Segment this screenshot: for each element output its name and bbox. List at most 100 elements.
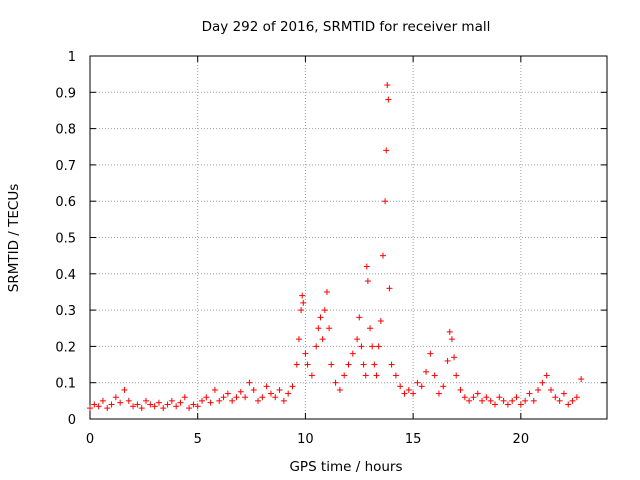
y-tick-label: 0.4 [55,268,76,283]
data-point [289,383,296,390]
data-point [379,252,386,259]
data-point [377,317,384,324]
data-point [308,372,315,379]
data-point [448,336,455,343]
data-point [354,336,361,343]
data-point [143,397,150,404]
data-point [371,361,378,368]
data-point [304,361,311,368]
data-point [186,405,193,412]
data-point [552,394,559,401]
data-point [125,397,132,404]
data-point [336,386,343,393]
data-point [298,307,305,314]
data-points [87,82,585,412]
data-point [199,397,206,404]
data-point [509,397,516,404]
data-point [332,379,339,386]
x-tick-label: 20 [513,432,530,447]
data-point [95,403,102,410]
data-point [385,96,392,103]
data-point [535,386,542,393]
y-tick-label: 0 [68,413,76,428]
data-point [466,397,473,404]
data-point [487,397,494,404]
data-point [440,383,447,390]
data-point [272,394,279,401]
data-point [382,198,389,205]
data-point [259,394,266,401]
data-point [383,147,390,154]
data-point [164,401,171,408]
data-point [263,383,270,390]
y-tick-label: 0.1 [55,377,76,392]
data-point [388,361,395,368]
data-point [224,390,231,397]
data-point [483,394,490,401]
data-point [229,397,236,404]
data-point [203,394,210,401]
data-point [362,372,369,379]
data-point [194,403,201,410]
data-point [295,336,302,343]
data-point [530,397,537,404]
data-point [216,397,223,404]
data-point [313,343,320,350]
data-point [461,394,468,401]
data-point [138,405,145,412]
data-point [237,388,244,395]
data-point [326,325,333,332]
data-point [360,361,367,368]
data-point [444,357,451,364]
data-point [569,397,576,404]
data-point [547,386,554,393]
data-point [367,325,374,332]
data-point [457,386,464,393]
x-tick-label: 5 [194,432,202,447]
data-point [369,343,376,350]
data-point [285,390,292,397]
data-point [375,343,382,350]
data-point [405,386,412,393]
data-point [211,386,218,393]
data-point [358,343,365,350]
data-point [384,82,391,89]
data-point [168,397,175,404]
data-point [315,325,322,332]
data-point [431,372,438,379]
data-point [427,350,434,357]
data-point [451,354,458,361]
data-point [500,397,507,404]
data-point [446,328,453,335]
x-axis-label: GPS time / hours [289,459,402,475]
data-point [117,399,124,406]
x-tick-label: 15 [405,432,422,447]
data-point [293,361,300,368]
data-point [134,401,141,408]
data-point [147,401,154,408]
y-tick-label: 0.5 [55,232,76,247]
y-tick-label: 0.3 [55,304,76,319]
data-point [207,399,214,406]
data-point [418,383,425,390]
data-point [453,372,460,379]
data-point [526,390,533,397]
data-point [87,405,93,412]
data-point [302,350,309,357]
data-point [317,314,324,321]
data-point [522,397,529,404]
data-point [435,390,442,397]
data-point [181,394,188,401]
data-point [130,403,137,410]
data-point [517,401,524,408]
data-point [474,390,481,397]
data-point [363,263,370,270]
data-point [560,390,567,397]
data-point [267,390,274,397]
data-point [397,383,404,390]
data-point [112,394,119,401]
data-point [233,394,240,401]
y-tick-label: 1 [68,50,76,65]
data-point [479,397,486,404]
data-point [470,394,477,401]
